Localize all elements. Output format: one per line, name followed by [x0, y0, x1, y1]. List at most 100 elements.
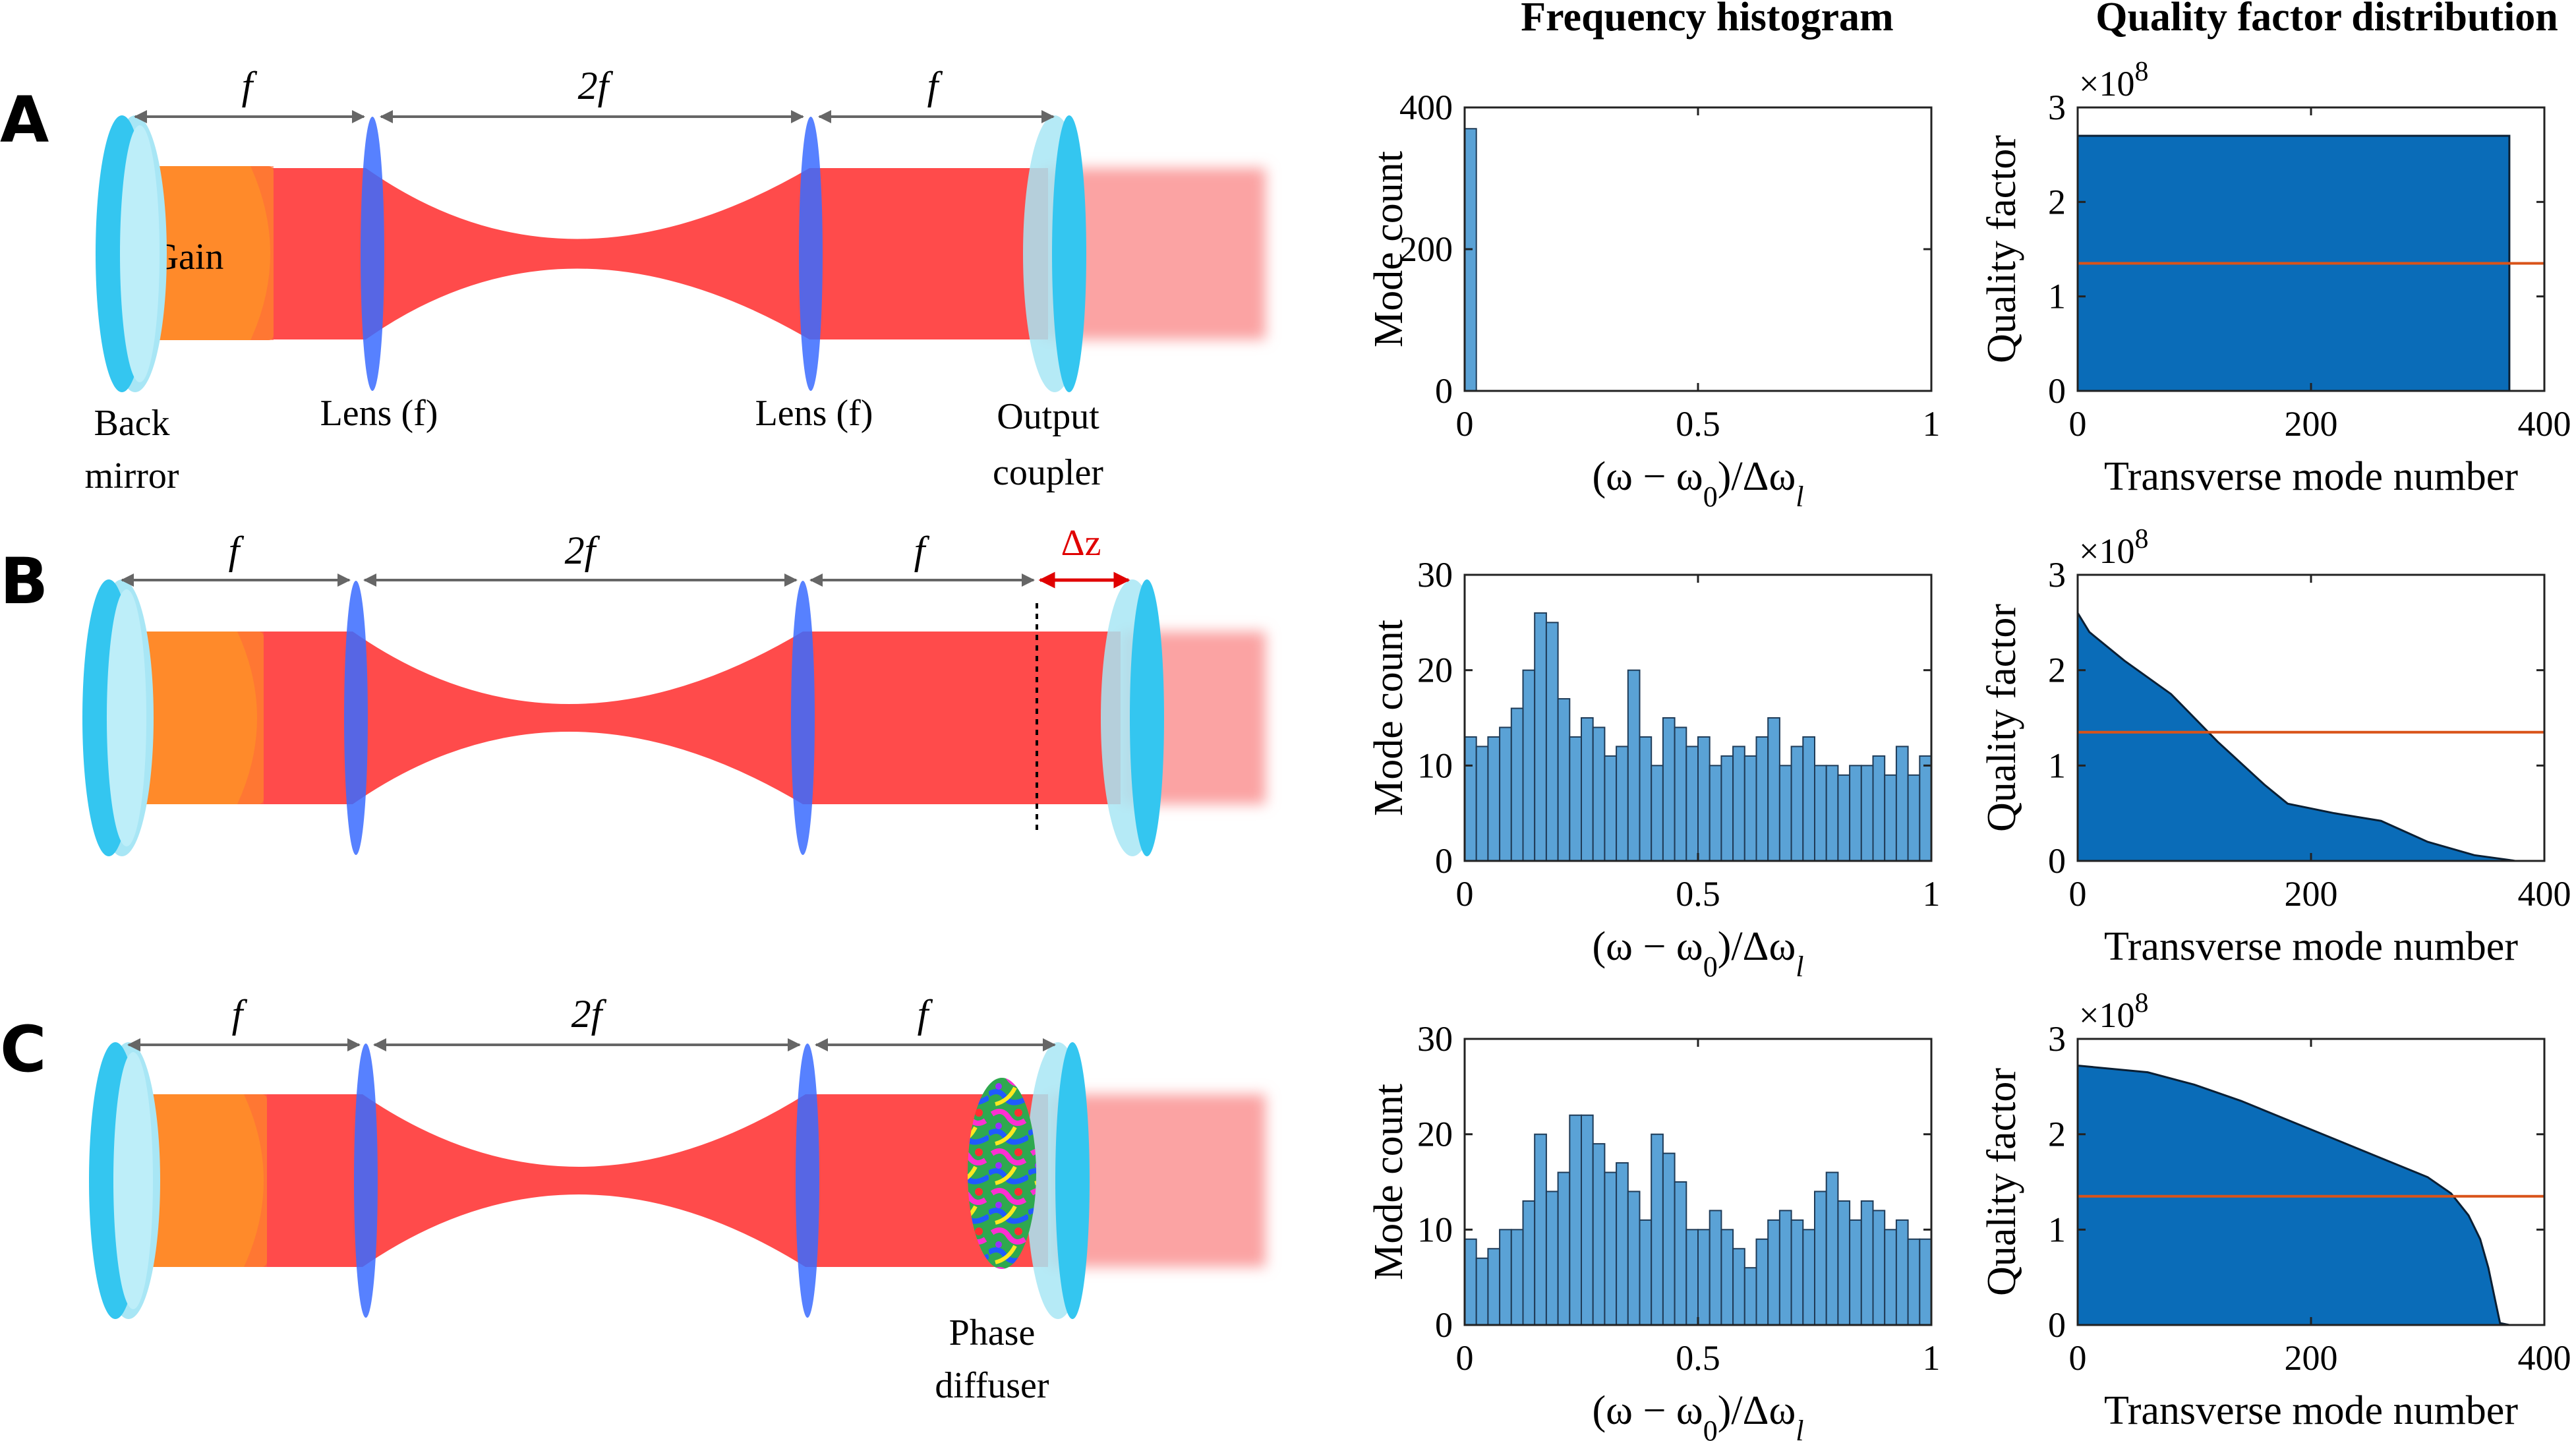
- dim-f-2: f: [927, 64, 943, 107]
- histogram-bar: [1755, 1238, 1769, 1326]
- x-axis-label-rest: )/Δω: [1718, 454, 1796, 499]
- histogram-bar: [1860, 765, 1874, 862]
- histogram-bar: [1464, 1238, 1477, 1326]
- y-tick-label: 2: [2048, 182, 2066, 221]
- y-tick-label: 0: [2048, 841, 2066, 881]
- y-axis-label: Quality factor: [1979, 604, 2024, 832]
- x-tick-label: 1: [1923, 1338, 1941, 1378]
- y-tick-label: 0: [1435, 841, 1453, 881]
- y-tick-label: 400: [1399, 88, 1453, 127]
- histogram-bar: [1487, 736, 1501, 862]
- histogram-bar: [1778, 1210, 1792, 1326]
- dim-2f: 2f: [565, 529, 600, 572]
- y-tick-label: 200: [1399, 229, 1453, 269]
- histogram-bar: [1802, 736, 1816, 862]
- histogram-bar: [1639, 1219, 1653, 1326]
- x-axis-label: (ω − ω0)/Δωl: [1592, 924, 1803, 983]
- y-axis-label: Mode count: [1366, 151, 1411, 347]
- histogram-bar: [1895, 746, 1909, 862]
- histogram-bar: [1522, 1200, 1536, 1326]
- histogram-bar: [1499, 1229, 1512, 1326]
- histogram-a: 0 0.5 1 0 200 400 Mode count (ω − ω0)/Δωl: [1366, 88, 1941, 513]
- dim-2f: 2f: [571, 992, 607, 1036]
- histogram-bar: [1464, 736, 1477, 862]
- x-tick-label: 0: [2069, 874, 2087, 914]
- histogram-bar: [1685, 1229, 1699, 1326]
- histogram-bar: [1907, 774, 1921, 862]
- phase-diffuser: [968, 1078, 1036, 1269]
- x-axis-label: Transverse mode number: [2104, 924, 2518, 969]
- x-axis-label: Transverse mode number: [2104, 454, 2518, 499]
- x-tick-label: 400: [2518, 1338, 2571, 1378]
- y-multiplier: ×108: [2079, 524, 2148, 571]
- histogram-bar: [1674, 1181, 1687, 1326]
- y-tick-label: 30: [1417, 1019, 1453, 1059]
- histogram-bar: [1732, 746, 1745, 862]
- histogram-bar: [1825, 765, 1839, 862]
- histogram-bar: [1767, 1219, 1780, 1326]
- subscript: 0: [1703, 951, 1718, 983]
- y-multiplier: ×108: [2079, 57, 2148, 103]
- exponent: 8: [2134, 988, 2148, 1018]
- y-tick-label: 1: [2048, 277, 2066, 316]
- x-tick-label: 0: [1456, 874, 1474, 914]
- histogram-bar: [1616, 1162, 1629, 1326]
- histogram-bar: [1837, 774, 1851, 862]
- delta-z-label: Δz: [1061, 523, 1101, 564]
- y-tick-label: 30: [1417, 555, 1453, 595]
- histogram-bar: [1592, 726, 1606, 862]
- dim-f-2: f: [914, 529, 930, 572]
- y-tick-label: 1: [2048, 746, 2066, 785]
- histogram-bar: [1557, 1171, 1571, 1326]
- histogram-bar: [1697, 736, 1711, 862]
- x-axis-label: (ω − ω0)/Δωl: [1592, 454, 1803, 513]
- histogram-bar: [1487, 1248, 1501, 1326]
- histogram-bar: [1860, 1200, 1874, 1326]
- histogram-column-title: Frequency histogram: [1521, 0, 1893, 40]
- back-mirror-label-2: mirror: [84, 456, 179, 496]
- dim-f-1: f: [242, 64, 258, 107]
- x-tick-label: 200: [2285, 874, 2338, 914]
- panel-letter-b: B: [0, 544, 48, 618]
- x-tick-label: 200: [2285, 1338, 2338, 1378]
- histogram-bar: [1732, 1248, 1745, 1326]
- histogram-bar: [1581, 1114, 1594, 1326]
- x-axis-label-rest: )/Δω: [1718, 924, 1796, 969]
- schematic-b: B f 2f f Δz: [0, 523, 1266, 856]
- subscript: l: [1796, 951, 1803, 983]
- lens1-label: Lens (f): [320, 393, 438, 434]
- histogram-bar: [1581, 717, 1594, 862]
- histogram-bar: [1907, 1238, 1921, 1326]
- histogram-bar: [1790, 1219, 1804, 1326]
- y-multiplier: ×108: [2079, 988, 2148, 1035]
- histogram-bar: [1767, 717, 1780, 862]
- histogram-bar: [1825, 1171, 1839, 1326]
- histogram-bar: [1743, 1267, 1757, 1326]
- histogram-bar: [1662, 1152, 1676, 1326]
- x-tick-label: 1: [1923, 874, 1941, 914]
- axes-frame: [1463, 106, 1933, 392]
- y-tick-label: 3: [2048, 555, 2066, 595]
- y-axis-label: Mode count: [1366, 1084, 1411, 1280]
- y-tick-label: 2: [2048, 1115, 2066, 1154]
- histogram-bar: [1814, 765, 1827, 862]
- x-tick-label: 0: [1456, 404, 1474, 444]
- y-tick-label: 10: [1417, 1210, 1453, 1249]
- histogram-bar: [1604, 1171, 1618, 1326]
- lens2-label: Lens (f): [755, 393, 873, 434]
- x-tick-label: 200: [2285, 404, 2338, 444]
- histogram-bar: [1616, 746, 1629, 862]
- panel-letter-c: C: [0, 1013, 46, 1086]
- histogram-bar: [1499, 726, 1512, 862]
- histogram-bar: [1872, 1210, 1886, 1326]
- histogram-bar: [1604, 755, 1618, 862]
- dim-2f: 2f: [578, 64, 614, 107]
- histogram-bar: [1709, 1210, 1722, 1326]
- histogram-bar: [1697, 1229, 1711, 1326]
- x-tick-label: 0: [2069, 404, 2087, 444]
- histogram-bar: [1569, 736, 1583, 862]
- histogram-bar: [1919, 1238, 1933, 1326]
- subscript: l: [1796, 1415, 1803, 1441]
- subscript: l: [1796, 481, 1803, 513]
- histogram-bar: [1802, 1229, 1816, 1326]
